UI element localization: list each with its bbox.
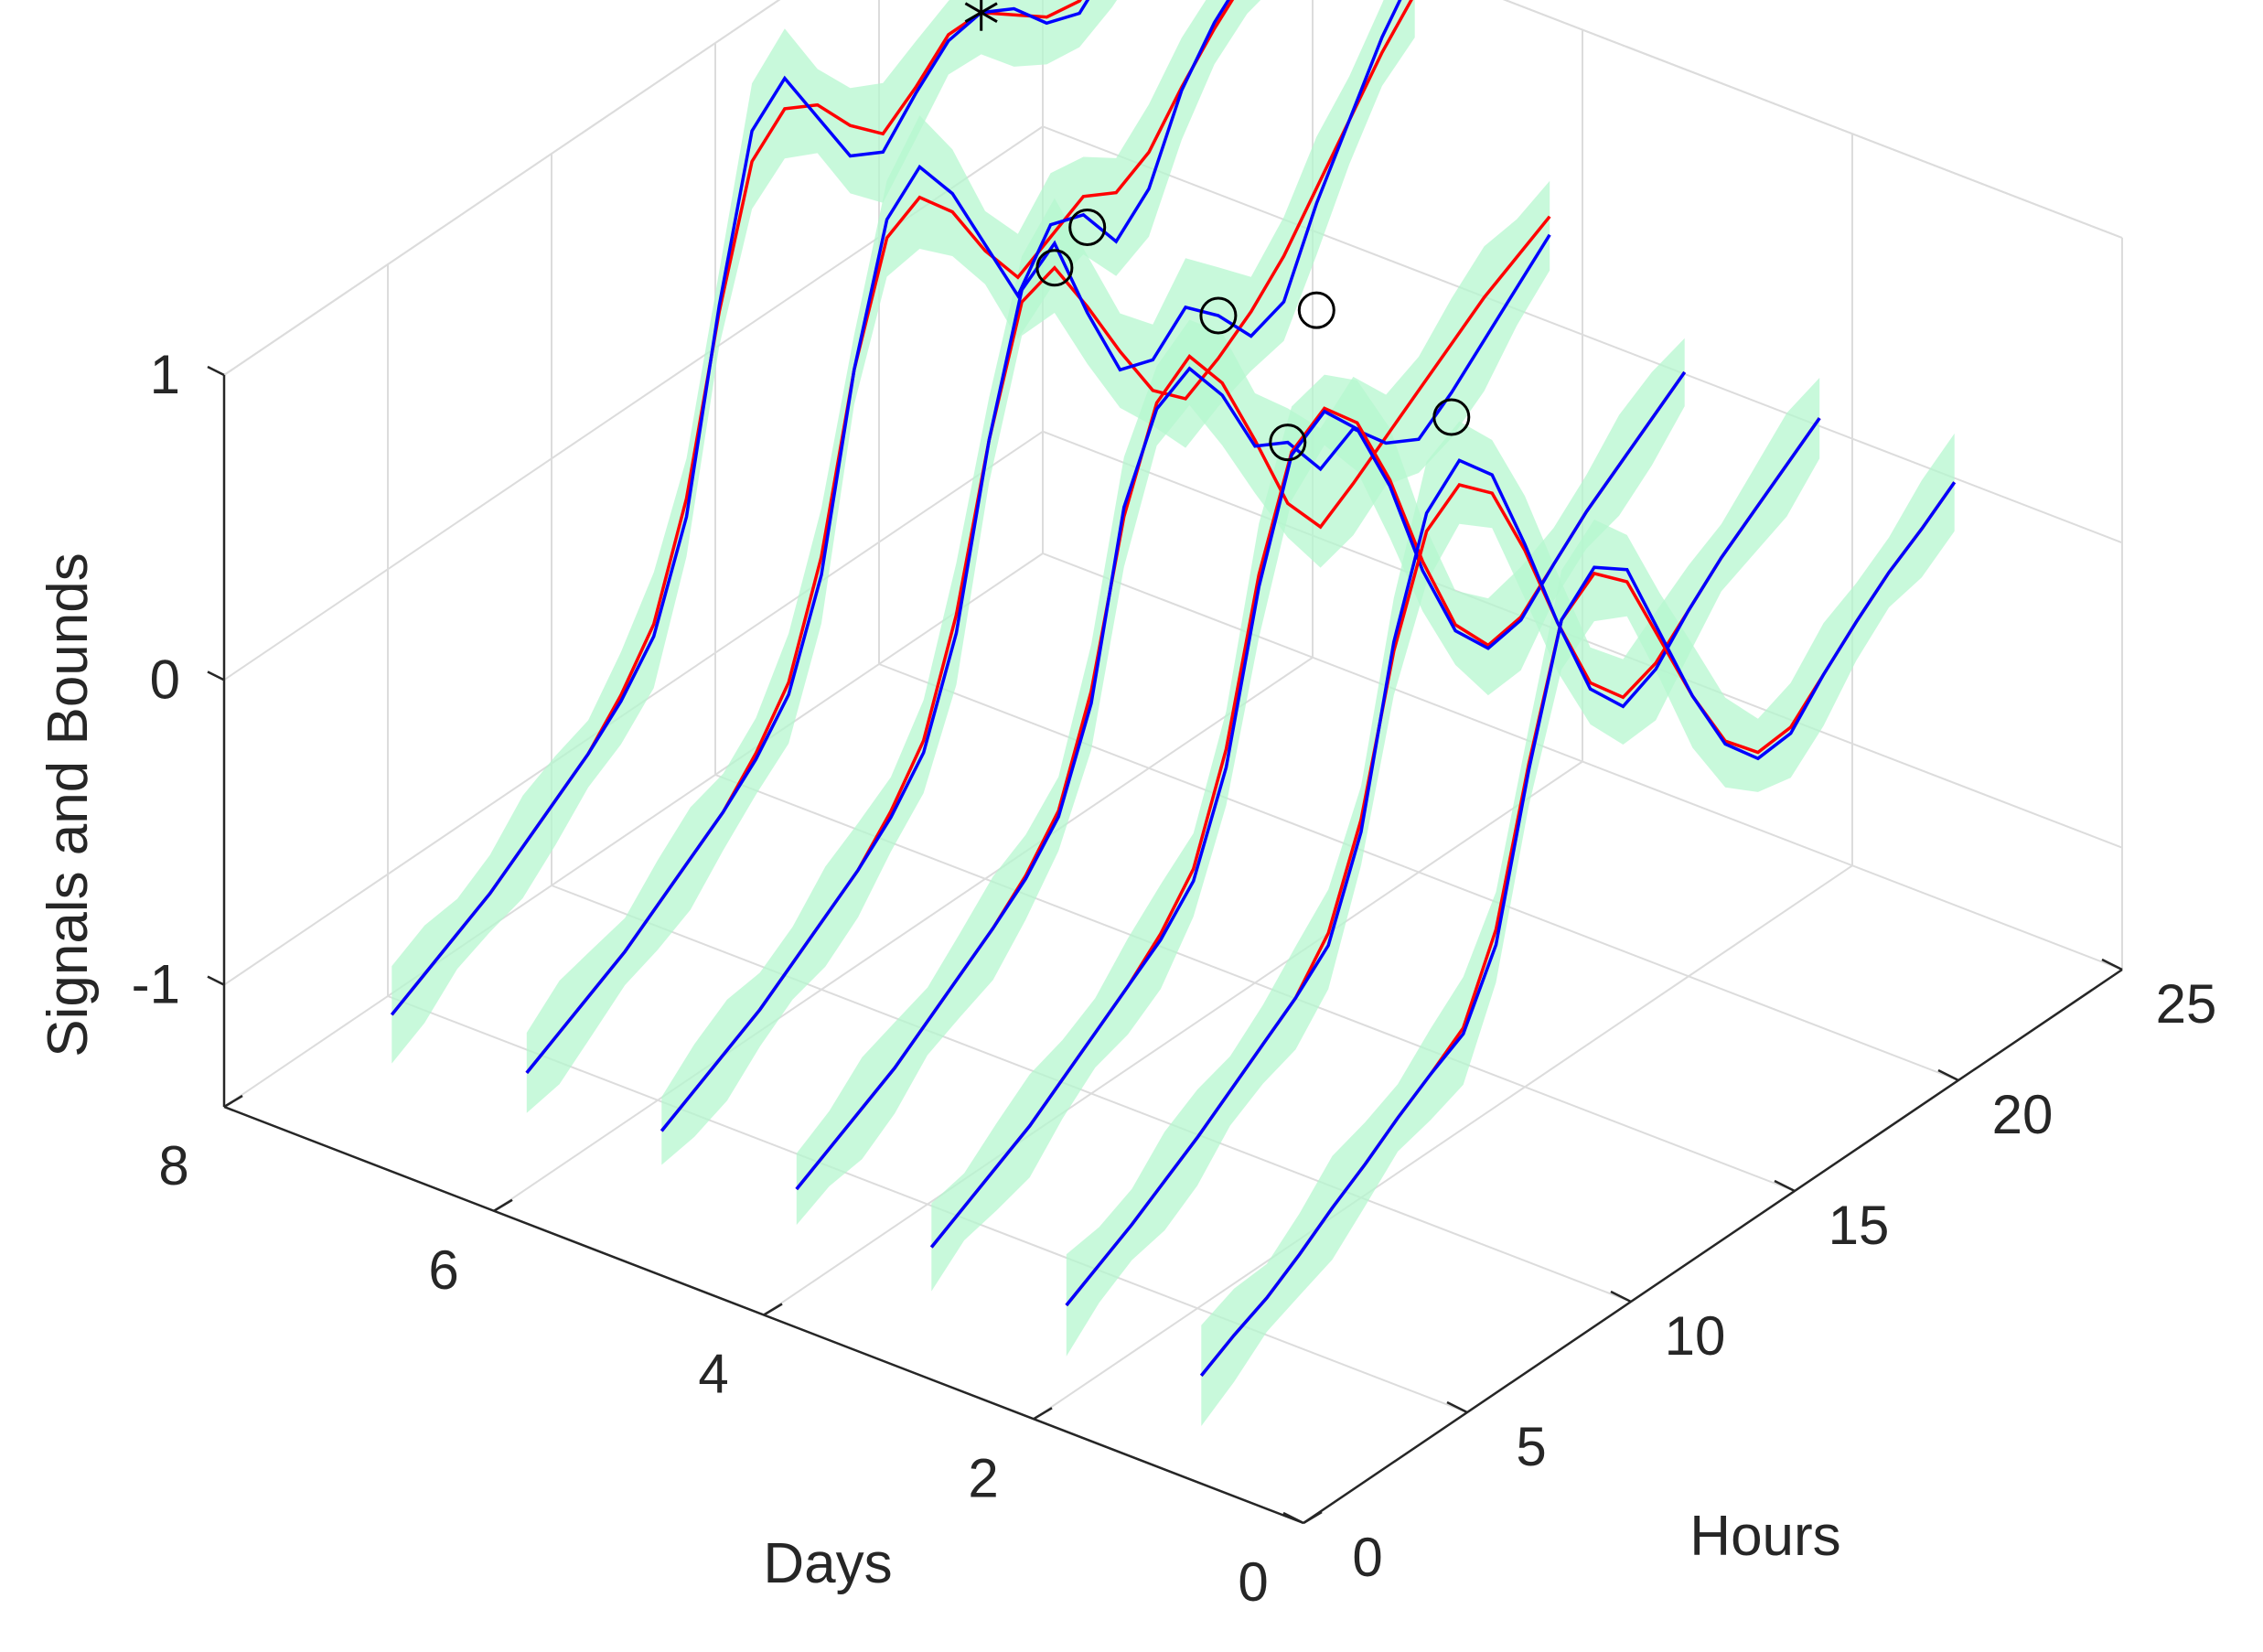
signal-line-day-7 [390,0,1090,1016]
days-tick [1303,1510,1323,1525]
value-tick [207,670,225,681]
signal-line-day-3 [929,370,1687,1249]
grid-line-days-floor [1033,864,1853,1421]
bounds-band-day-7 [391,0,1118,1064]
days-tick-label: 6 [428,1239,458,1301]
grid-line-value [223,125,2123,681]
hours-tick [1282,1511,1304,1525]
z-axis-label: Signals and Bounds [37,552,100,1057]
signal-line-day-6 [525,0,1231,1075]
labels-layer: Hours Days Signals and Bounds 0510152025… [37,344,2216,1613]
bounds-band-day-5 [661,0,1415,1165]
hours-tick-label: 10 [1665,1305,1726,1367]
series-layer [390,0,1957,1378]
grid-line-days-floor [763,760,1583,1316]
grid-layer [223,0,2123,1524]
bounds-layer [391,0,1955,1426]
y-axis-label: Days [763,1532,892,1595]
hours-tick [1937,1068,1959,1082]
hours-axis-line [1303,968,2123,1525]
marker-star [964,0,998,31]
marker-circle [1297,291,1335,329]
signal-line-day-1 [1199,481,1957,1378]
value-tick-label: 1 [150,344,180,405]
value-tick-label: -1 [132,954,180,1015]
grid-line-days-floor [493,656,1314,1212]
hours-tick-label: 20 [1992,1084,2054,1145]
value-tick [207,975,225,986]
hours-tick-label: 0 [1352,1527,1382,1588]
bounds-band-day-6 [526,0,1261,1113]
marker-circle [1432,398,1471,436]
hours-tick-label: 5 [1516,1416,1546,1477]
hours-tick-label: 15 [1829,1195,1890,1256]
marker-circle [1199,296,1238,335]
marker-layer [964,0,1471,462]
days-tick [1033,1407,1053,1421]
value-tick-label: 0 [150,649,180,710]
hours-tick [2101,958,2123,971]
signal-line-day-2 [1065,417,1821,1307]
bounds-band-day-1 [1201,433,1955,1426]
x-axis-label: Hours [1689,1505,1840,1568]
days-tick [763,1303,783,1316]
marker-star-stroke [964,2,998,23]
marker-circle [1035,249,1074,287]
grid-box-top-edge [223,0,2123,376]
hours-tick [1774,1179,1796,1193]
days-tick-label: 4 [698,1344,728,1405]
days-tick-label: 0 [1238,1551,1268,1613]
marker-circle [1068,209,1107,246]
bounds-band-day-3 [931,338,1685,1292]
grid-line-value [223,430,2123,986]
hours-tick-label: 25 [2156,973,2217,1035]
signal-line-day-4 [795,233,1551,1191]
grid-line-days-floor [223,552,1044,1108]
hours-tick [1610,1290,1632,1303]
axes-layer [207,365,2123,1525]
days-tick-label: 2 [968,1447,998,1508]
marker-circle [1269,424,1307,462]
days-tick-label: 8 [158,1135,188,1196]
value-tick [207,365,225,377]
hours-tick [1446,1400,1468,1414]
days-tick [223,1094,243,1109]
days-tick [493,1198,513,1212]
